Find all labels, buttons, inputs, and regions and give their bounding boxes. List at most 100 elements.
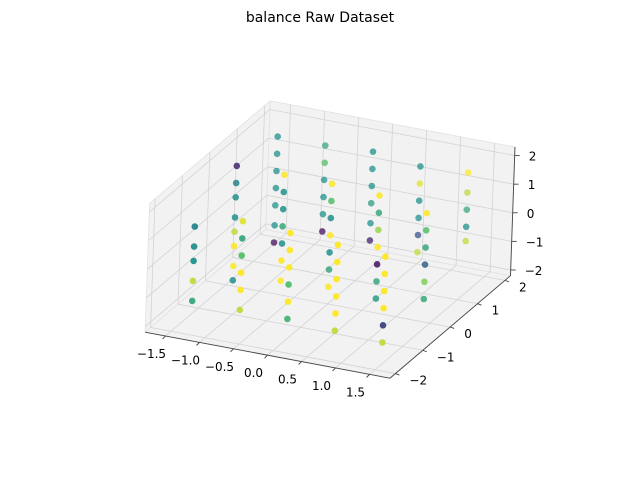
data-point <box>322 142 329 149</box>
y-tick-label: 0 <box>464 327 472 341</box>
data-point <box>239 217 247 225</box>
data-point <box>188 297 196 305</box>
z-tick-label: −2 <box>525 264 543 278</box>
gridline-back-x <box>387 123 393 253</box>
data-point <box>462 237 470 245</box>
data-point <box>273 150 281 158</box>
data-point <box>325 283 332 291</box>
x-axis-line <box>145 331 391 379</box>
data-point <box>381 270 389 278</box>
gridline-back-z <box>267 166 513 214</box>
data-point <box>190 257 197 265</box>
gridline-side-z <box>149 109 271 213</box>
x-tick-mark <box>264 354 268 359</box>
data-point <box>280 188 288 196</box>
data-point <box>270 239 278 246</box>
data-point <box>414 231 422 239</box>
data-point <box>328 197 335 205</box>
data-point <box>285 264 293 271</box>
data-point <box>320 176 328 184</box>
data-point <box>421 261 429 268</box>
data-point <box>279 205 287 213</box>
data-point <box>382 253 389 260</box>
data-points <box>188 133 472 346</box>
gridline-back-z <box>265 223 511 271</box>
data-point <box>331 327 339 335</box>
data-point <box>189 277 197 285</box>
gridline-side-z <box>146 194 268 299</box>
gridline-back-z <box>266 194 512 242</box>
x-tick-mark <box>230 348 234 353</box>
data-point <box>379 322 387 329</box>
gridline-side-y <box>150 198 156 328</box>
gridline-floor-y <box>205 280 451 328</box>
data-point <box>237 269 245 277</box>
data-point <box>272 202 279 209</box>
data-point <box>420 295 428 303</box>
data-point <box>273 167 280 175</box>
data-point <box>285 281 292 288</box>
data-point <box>332 293 340 300</box>
z-tick-label: 0 <box>527 207 535 221</box>
data-point <box>319 210 327 218</box>
data-point <box>284 298 292 306</box>
data-point <box>369 165 376 173</box>
z-tick-label: 1 <box>528 178 536 192</box>
x-tick-label: −0.5 <box>205 360 234 374</box>
data-point <box>320 193 327 201</box>
gridline-back-x <box>455 136 461 266</box>
data-point <box>332 310 339 317</box>
data-point <box>422 244 429 251</box>
data-point <box>380 304 387 312</box>
gridline-side-y <box>259 105 266 235</box>
data-point <box>416 180 424 187</box>
data-point <box>375 209 383 217</box>
data-point <box>319 228 326 235</box>
x-tick-mark <box>196 342 200 346</box>
data-point <box>232 194 239 201</box>
data-point <box>422 227 430 234</box>
x-tick-label: 0.5 <box>278 373 297 387</box>
data-point <box>366 237 374 244</box>
gridline-back-x <box>421 130 427 260</box>
data-point <box>277 277 285 285</box>
data-point <box>274 133 282 140</box>
data-point <box>231 214 239 221</box>
gridline-side-y <box>177 175 183 305</box>
x-tick-mark <box>366 374 370 378</box>
data-point <box>334 258 341 266</box>
data-point <box>278 257 285 264</box>
data-point <box>462 223 470 231</box>
data-point <box>367 199 375 207</box>
data-point <box>279 223 286 230</box>
data-point <box>232 179 240 187</box>
gridline-floor-y <box>232 257 478 305</box>
x-tick-label: −1.5 <box>137 347 166 361</box>
data-point <box>373 278 380 285</box>
y-tick-label: 2 <box>519 280 527 294</box>
data-point <box>374 243 382 251</box>
gridline-back-z <box>269 109 515 156</box>
data-point <box>414 248 421 256</box>
y-tick-mark <box>395 373 400 376</box>
data-point <box>233 162 241 170</box>
data-point <box>379 339 386 346</box>
z-axis-line <box>510 146 516 276</box>
x-tick-label: 1.5 <box>346 385 365 399</box>
data-point <box>238 252 245 259</box>
gridline-side-z <box>148 137 270 241</box>
data-point <box>271 222 278 229</box>
grid-lines <box>145 104 515 375</box>
x-tick-mark <box>332 367 336 372</box>
data-point <box>368 182 376 190</box>
data-point <box>284 315 291 323</box>
data-point <box>372 295 380 302</box>
data-point <box>380 287 388 295</box>
y-tick-mark <box>504 279 510 283</box>
data-point <box>334 241 342 249</box>
x-tick-mark <box>298 361 302 365</box>
gridline-back-x <box>489 143 495 272</box>
data-point <box>236 306 244 314</box>
data-point <box>369 148 377 155</box>
